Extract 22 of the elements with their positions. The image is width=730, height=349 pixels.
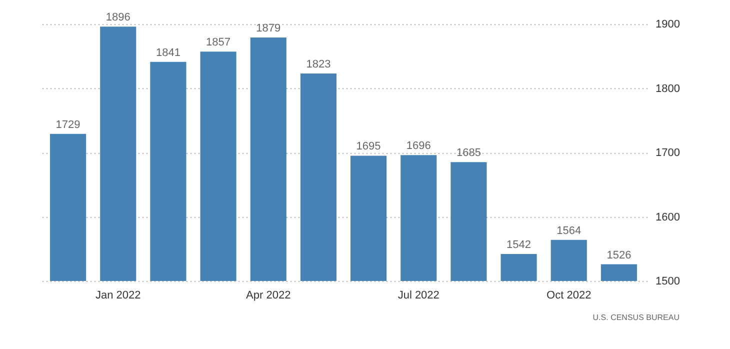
data-label: 1879: [256, 22, 281, 34]
data-label: 1841: [156, 46, 180, 59]
y-tick-label: 1800: [656, 82, 680, 95]
y-tick-label: 1900: [656, 18, 680, 30]
x-tick-label: Jan 2022: [95, 290, 141, 302]
data-label: 1695: [356, 140, 381, 153]
data-label: 1696: [406, 140, 431, 152]
x-tick-label: Apr 2022: [246, 290, 291, 302]
data-label: 1542: [506, 239, 532, 252]
data-label: 1564: [556, 224, 582, 237]
data-label: 1526: [606, 249, 632, 262]
text: U.S. CENSUS BUREAU: [592, 313, 680, 322]
data-label: 1729: [56, 118, 80, 131]
y-tick-label: 1700: [656, 147, 680, 159]
data-label: 1823: [306, 58, 331, 70]
y-tick-label: 1500: [656, 276, 680, 288]
data-label: 1857: [206, 36, 231, 49]
data-label: 1896: [106, 12, 130, 24]
x-tick-label: Oct 2022: [546, 290, 592, 302]
data-label: 1685: [456, 147, 481, 160]
y-tick-label: 1600: [656, 211, 680, 224]
x-tick-label: Jul 2022: [398, 290, 440, 302]
